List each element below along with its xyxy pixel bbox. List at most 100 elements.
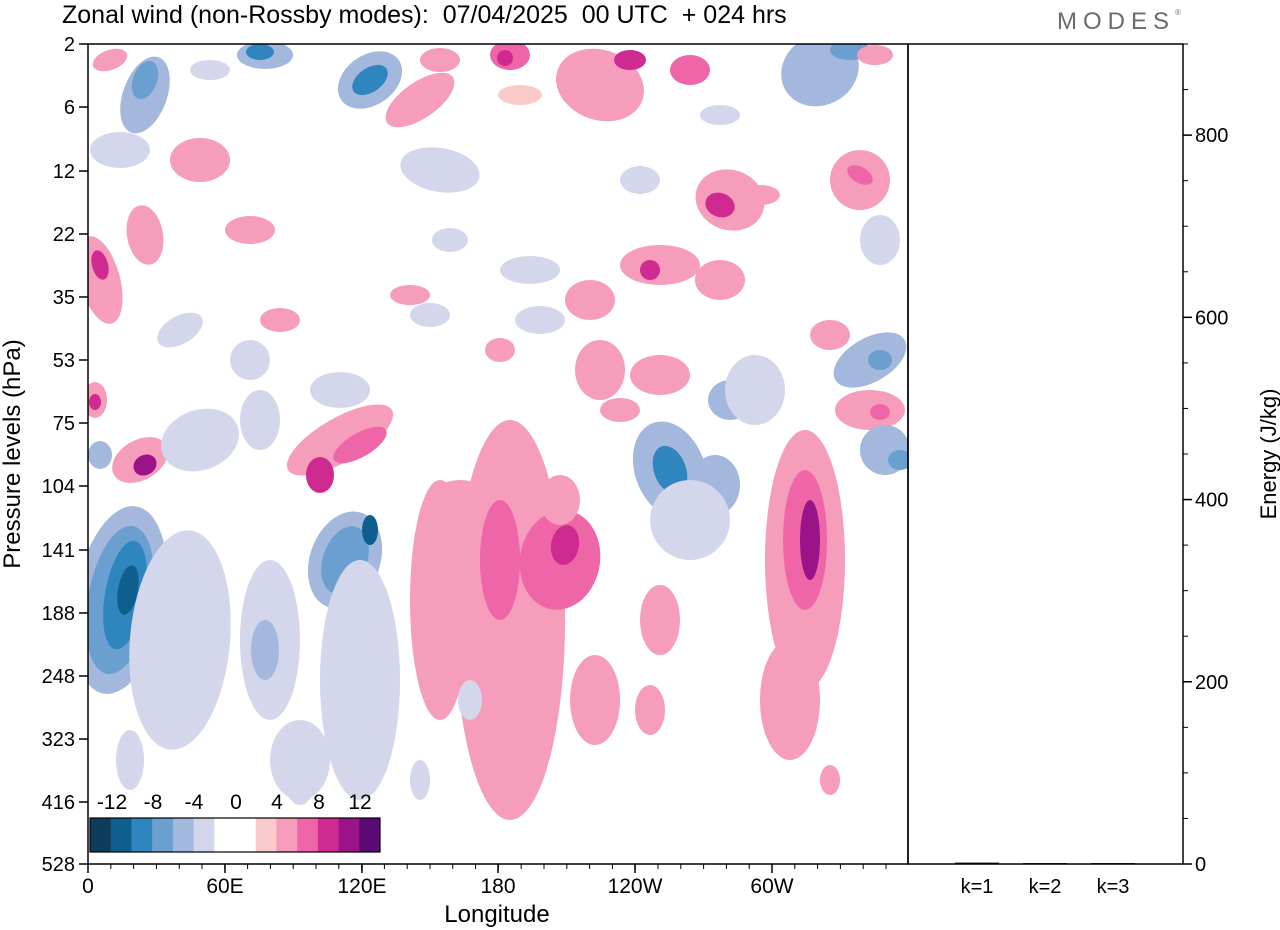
positive-wind-region bbox=[385, 72, 455, 128]
negative-wind-region bbox=[230, 340, 270, 380]
positive-wind-region bbox=[820, 765, 840, 795]
colorbar-label: -12 bbox=[97, 791, 127, 814]
negative-wind-region bbox=[285, 755, 315, 805]
negative-wind-region bbox=[116, 730, 144, 790]
negative-wind-region bbox=[310, 372, 370, 408]
positive-wind-region bbox=[133, 454, 157, 476]
colorbar-label: -8 bbox=[144, 791, 163, 814]
negative-wind-region bbox=[868, 350, 892, 370]
positive-wind-region bbox=[640, 260, 660, 280]
positive-wind-region bbox=[640, 585, 680, 655]
y-tick-label: 188 bbox=[42, 603, 75, 625]
energy-bar bbox=[1091, 863, 1135, 865]
positive-wind-region bbox=[540, 475, 580, 525]
colorbar-label: 12 bbox=[348, 791, 371, 814]
negative-wind-region bbox=[131, 60, 159, 100]
colorbar-swatch bbox=[193, 818, 215, 852]
positive-wind-region bbox=[705, 192, 735, 218]
negative-wind-region bbox=[320, 560, 400, 800]
positive-wind-region bbox=[485, 338, 515, 362]
y-tick-label: 6 bbox=[64, 97, 75, 119]
positive-wind-region bbox=[260, 308, 300, 332]
colorbar-swatch bbox=[110, 818, 132, 852]
negative-wind-region bbox=[352, 64, 388, 96]
negative-wind-region bbox=[432, 228, 468, 252]
positive-wind-region bbox=[550, 525, 580, 565]
x-axis-label: Longitude bbox=[444, 901, 549, 928]
x-tick-label: 120W bbox=[608, 875, 663, 898]
colorbar-label: 4 bbox=[271, 791, 283, 814]
negative-wind-region bbox=[90, 132, 150, 168]
negative-wind-region bbox=[620, 166, 660, 194]
energy-axis-label: Energy (J/kg) bbox=[1256, 389, 1280, 520]
positive-wind-region bbox=[286, 404, 394, 476]
energy-tick-label: 0 bbox=[1195, 854, 1206, 876]
positive-wind-region bbox=[420, 48, 460, 72]
energy-tick-label: 600 bbox=[1195, 307, 1228, 329]
positive-wind-region bbox=[670, 55, 710, 85]
colorbar-swatch bbox=[235, 818, 257, 852]
colorbar-swatch bbox=[255, 818, 277, 852]
positive-wind-region bbox=[126, 205, 164, 265]
chart-title: Zonal wind (non-Rossby modes): 07/04/202… bbox=[62, 1, 787, 29]
colorbar-swatch bbox=[214, 818, 236, 852]
negative-wind-region bbox=[500, 256, 560, 284]
positive-wind-region bbox=[390, 285, 430, 305]
y-tick-label: 22 bbox=[53, 224, 75, 246]
negative-wind-region bbox=[888, 450, 908, 470]
positive-wind-region bbox=[740, 185, 780, 205]
colorbar-swatch bbox=[297, 818, 319, 852]
positive-wind-region bbox=[835, 390, 905, 430]
y-tick-label: 528 bbox=[42, 854, 75, 876]
positive-wind-region bbox=[410, 480, 470, 720]
positive-wind-region bbox=[614, 50, 646, 70]
positive-wind-region bbox=[760, 640, 820, 760]
colorbar-label: -4 bbox=[185, 791, 204, 814]
positive-wind-region bbox=[490, 630, 540, 770]
positive-wind-region bbox=[620, 245, 700, 285]
y-tick-label: 248 bbox=[42, 666, 75, 688]
positive-wind-region bbox=[870, 404, 890, 420]
colorbar-swatch bbox=[131, 818, 153, 852]
y-tick-label: 104 bbox=[42, 476, 75, 498]
y-axis-label: Pressure levels (hPa) bbox=[0, 339, 26, 568]
positive-wind-region bbox=[575, 340, 625, 400]
energy-panel-frame bbox=[907, 43, 1184, 865]
positive-wind-region bbox=[480, 500, 520, 620]
positive-wind-region bbox=[430, 480, 490, 520]
energy-tick-label: 400 bbox=[1195, 490, 1228, 512]
negative-wind-region bbox=[129, 530, 231, 750]
positive-wind-region bbox=[635, 685, 665, 735]
energy-category-label: k=2 bbox=[1029, 876, 1062, 898]
negative-wind-region bbox=[725, 355, 785, 425]
negative-wind-region bbox=[400, 147, 480, 193]
x-tick-label: 60E bbox=[206, 875, 243, 898]
colorbar-swatch bbox=[152, 818, 174, 852]
energy-tick-label: 200 bbox=[1195, 672, 1228, 694]
y-tick-label: 323 bbox=[42, 729, 75, 751]
positive-wind-region bbox=[810, 320, 850, 350]
positive-wind-region bbox=[800, 500, 820, 580]
positive-wind-region bbox=[333, 426, 387, 464]
positive-wind-region bbox=[170, 138, 230, 182]
positive-wind-region bbox=[695, 260, 745, 300]
colorbar-swatch bbox=[317, 818, 340, 852]
positive-wind-region bbox=[306, 457, 334, 493]
y-tick-label: 141 bbox=[42, 540, 75, 562]
energy-category-label: k=1 bbox=[961, 876, 994, 898]
negative-wind-region bbox=[117, 565, 139, 615]
energy-tick-label: 800 bbox=[1195, 125, 1228, 147]
y-tick-label: 12 bbox=[53, 161, 75, 183]
positive-wind-region bbox=[630, 355, 690, 395]
negative-wind-region bbox=[161, 408, 239, 472]
colorbar: -12 -8 -4 0 4 8 12 bbox=[89, 791, 381, 853]
negative-wind-region bbox=[240, 390, 280, 450]
positive-wind-region bbox=[498, 85, 542, 105]
negative-wind-region bbox=[515, 306, 565, 334]
negative-wind-region bbox=[700, 105, 740, 125]
negative-wind-region bbox=[362, 515, 378, 545]
positive-wind-region bbox=[565, 280, 615, 320]
x-tick-label: 0 bbox=[82, 875, 94, 898]
x-tick-label: 180 bbox=[480, 875, 515, 898]
